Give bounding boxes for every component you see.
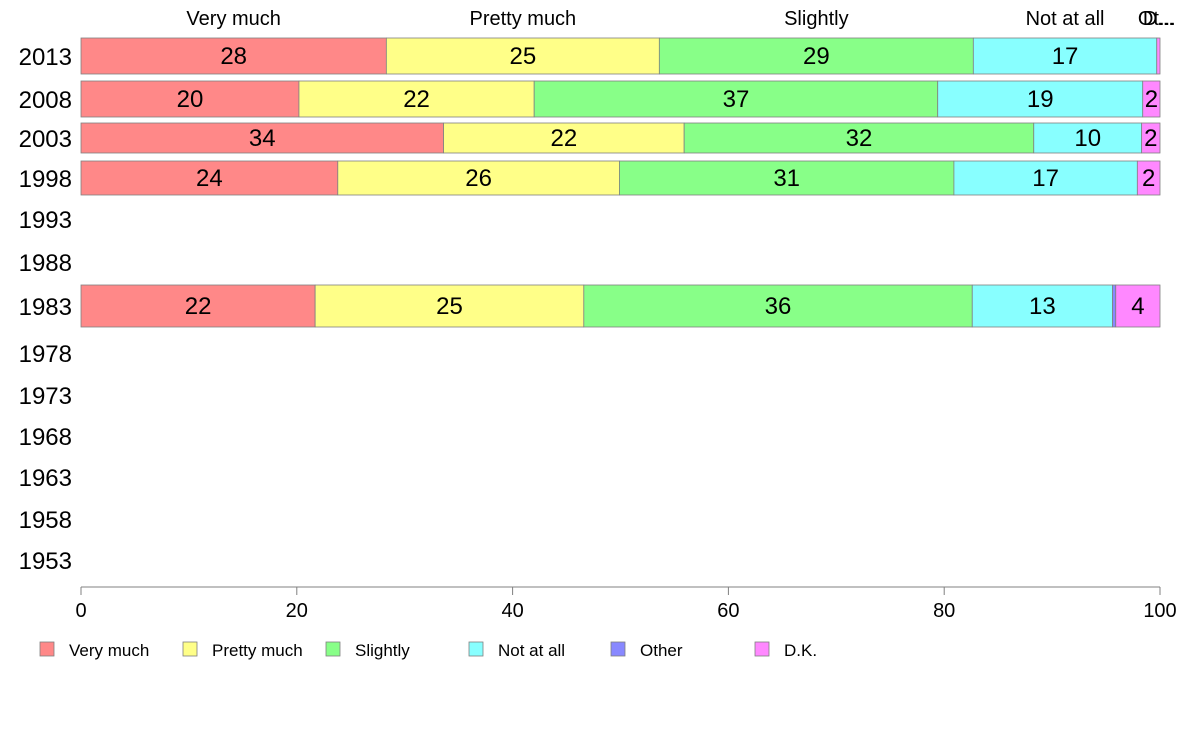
x-tick-label: 20 (286, 600, 308, 622)
y-tick-label: 1978 (19, 341, 72, 368)
y-tick-label: 1983 (19, 294, 72, 321)
bar-segment (298, 80, 535, 118)
legend-label: Very much (69, 641, 149, 660)
legend-swatch (325, 641, 341, 657)
bar-segment (583, 284, 973, 328)
bar-segment (683, 122, 1035, 154)
bar-segment (1115, 284, 1161, 328)
bar-value-label: 13 (1029, 293, 1056, 320)
bar-value-label: 2 (1144, 125, 1157, 152)
bar-segment (80, 160, 339, 196)
x-tick-label: 0 (75, 600, 86, 622)
column-label: Ot... (1138, 8, 1176, 30)
bar-segment (80, 122, 444, 154)
bar-value-label: 17 (1052, 43, 1079, 70)
legend-label: D.K. (784, 641, 817, 660)
bar-segment (385, 37, 660, 75)
bar-value-label: 37 (723, 86, 750, 113)
bar-value-label: 25 (436, 293, 463, 320)
column-labels: Very much Pretty much Slightly Not at all Ot… (186, 8, 1175, 30)
bar-value-label: 2 (1142, 165, 1155, 192)
y-tick-label: 1988 (19, 250, 72, 277)
bar-segment (1142, 80, 1161, 118)
legend-swatch (468, 641, 484, 657)
bar-value-label: 29 (803, 43, 830, 70)
bar-segment (337, 160, 620, 196)
bar-value-label: 26 (465, 165, 492, 192)
y-tick-label: 1953 (19, 548, 72, 575)
column-label: Not at all (1026, 8, 1105, 30)
bar-segment (1141, 122, 1161, 154)
bar-value-label: 22 (551, 125, 578, 152)
bar-segment (1112, 284, 1117, 328)
bar-value-label: 22 (185, 293, 212, 320)
bar-segment (953, 160, 1138, 196)
bar-segment (443, 122, 685, 154)
legend-swatch (610, 641, 626, 657)
y-tick-label: 1968 (19, 424, 72, 451)
y-tick-label: 2003 (19, 126, 72, 153)
y-tick-label: 2008 (19, 87, 72, 114)
bar-segment (80, 80, 300, 118)
bar-segment (619, 160, 955, 196)
legend-swatch (39, 641, 55, 657)
bar-segment (1156, 37, 1161, 75)
bar-value-label: 22 (403, 86, 430, 113)
bar-value-label: 19 (1027, 86, 1054, 113)
legend-label: Pretty much (212, 641, 303, 660)
legend-label: Slightly (355, 641, 410, 660)
bar-value-label: 10 (1074, 125, 1101, 152)
y-tick-label: 1963 (19, 465, 72, 492)
bar-value-label: 28 (220, 43, 247, 70)
bar-segment (971, 284, 1113, 328)
bar-value-label: 2 (1145, 86, 1158, 113)
legend-swatch (182, 641, 198, 657)
legend-label: Not at all (498, 641, 565, 660)
bar-value-label: 24 (196, 165, 223, 192)
legend: Very much Pretty much Slightly Not at all Ot… (39, 641, 817, 660)
x-tick-label: 40 (501, 600, 523, 622)
bar-value-label: 17 (1032, 165, 1059, 192)
y-tick-label: 1998 (19, 166, 72, 193)
column-label: Very much (186, 8, 280, 30)
bar-value-label: 36 (765, 293, 792, 320)
bar-value-label: 31 (773, 165, 800, 192)
y-tick-label: 2013 (19, 44, 72, 71)
column-label: D... (1143, 8, 1174, 30)
x-tick-label: 100 (1143, 600, 1176, 622)
x-tick-label: 80 (933, 600, 955, 622)
x-axis: 0 20 40 60 80 100 (75, 586, 1177, 622)
column-label: Pretty much (469, 8, 576, 30)
bar-segment (533, 80, 939, 118)
bar-value-label: 32 (846, 125, 873, 152)
bar-segment (937, 80, 1144, 118)
bar-segment (314, 284, 585, 328)
bar-value-label: 34 (249, 125, 276, 152)
legend-label: Other (640, 641, 683, 660)
column-label: Slightly (784, 8, 848, 30)
y-tick-label: 1973 (19, 383, 72, 410)
bar-segment (1136, 160, 1161, 196)
bar-value-label: 4 (1131, 293, 1144, 320)
x-tick-label: 60 (717, 600, 739, 622)
bar-segment (1033, 122, 1143, 154)
y-tick-label: 1958 (19, 507, 72, 534)
bar-value-label: 25 (509, 43, 536, 70)
y-axis: 2013 2008 2003 1998 1993 1988 1983 1978 1973 1968… (19, 44, 72, 575)
y-tick-label: 1993 (19, 207, 72, 234)
bar-value-label: 20 (177, 86, 204, 113)
legend-swatch (754, 641, 770, 657)
